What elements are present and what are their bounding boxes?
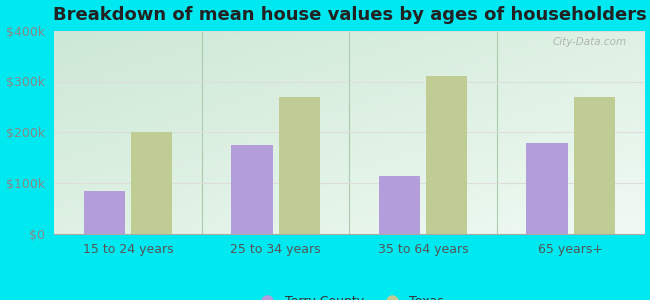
- Title: Breakdown of mean house values by ages of householders: Breakdown of mean house values by ages o…: [53, 6, 646, 24]
- Legend: Terry County, Texas: Terry County, Texas: [250, 290, 449, 300]
- Bar: [231, 145, 273, 234]
- Text: City-Data.com: City-Data.com: [552, 37, 627, 47]
- Bar: [131, 132, 172, 234]
- Bar: [574, 97, 615, 234]
- Bar: [426, 76, 467, 234]
- Bar: [279, 97, 320, 234]
- Bar: [526, 142, 567, 234]
- Bar: [84, 191, 125, 234]
- Bar: [379, 176, 421, 234]
